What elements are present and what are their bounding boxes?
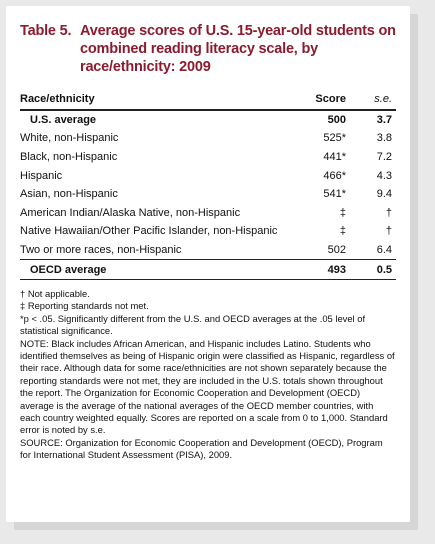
data-table: Race/ethnicity Score s.e. U.S. average 500 3…: [20, 90, 396, 280]
table-cell: 500: [327, 113, 346, 126]
table-cell: American Indian/Alaska Native, non-Hispa…: [20, 206, 241, 219]
table-cell: †: [385, 206, 392, 219]
table-row: Black, non-Hispanic 441* 7.2: [20, 148, 396, 167]
table-cell: †: [385, 225, 392, 238]
table-cell: Black, non-Hispanic: [20, 151, 118, 164]
table-cell: 502: [327, 244, 346, 257]
notes: † Not applicable. ‡ Reporting standards n…: [20, 288, 396, 462]
table-cell: 4.3: [376, 169, 392, 182]
note: SOURCE: Organization for Economic Cooper…: [20, 436, 383, 461]
table-cell: 3.7: [376, 113, 392, 126]
note: † Not applicable.: [20, 287, 90, 299]
table-cell: 525*: [323, 132, 346, 145]
table-row: Two or more races, non-Hispanic 502 6.4: [20, 241, 396, 260]
table-label: Table 5.: [20, 23, 72, 39]
table-cell: 3.8: [376, 132, 392, 145]
table-cell: 0.5: [358, 259, 396, 280]
table-panel: Table 5. Average scores of U.S. 15-year-…: [6, 6, 410, 522]
table-row: Asian, non-Hispanic 541* 9.4: [20, 185, 396, 204]
table-cell: Two or more races, non-Hispanic: [20, 244, 182, 257]
column-header: s.e.: [358, 90, 396, 111]
note: ‡ Reporting standards not met.: [20, 300, 149, 312]
table-title: Table 5. Average scores of U.S. 15-year-…: [20, 22, 396, 76]
table-cell: Asian, non-Hispanic: [20, 188, 118, 201]
table-cell: 7.2: [376, 151, 392, 164]
table-row: U.S. average 500 3.7: [20, 110, 396, 130]
table-row: Native Hawaiian/Other Pacific Islander, …: [20, 222, 396, 241]
table-cell: ‡: [339, 206, 346, 219]
note: *p < .05. Significantly different from t…: [20, 312, 366, 337]
table-row: White, non-Hispanic 525* 3.8: [20, 129, 396, 148]
table-cell: 466*: [323, 169, 346, 182]
column-header: Score: [292, 90, 358, 111]
table-cell: White, non-Hispanic: [20, 132, 119, 145]
note: NOTE: Black includes African American, a…: [20, 337, 395, 436]
table-row: OECD average 493 0.5: [20, 259, 396, 280]
table-cell: 9.4: [376, 188, 392, 201]
table-cell: 541*: [323, 188, 346, 201]
table-cell: U.S. average: [30, 113, 97, 126]
table-cell: 6.4: [376, 244, 392, 257]
table-cell: ‡: [339, 225, 346, 238]
table-cell: Hispanic: [20, 169, 63, 182]
table-row: Hispanic 466* 4.3: [20, 166, 396, 185]
table-row: American Indian/Alaska Native, non-Hispa…: [20, 204, 396, 223]
table-cell: Native Hawaiian/Other Pacific Islander, …: [20, 225, 278, 238]
column-header: Race/ethnicity: [20, 90, 292, 111]
title-text: Average scores of U.S. 15-year-old stude…: [80, 23, 396, 75]
header-row: Race/ethnicity Score s.e.: [20, 90, 396, 111]
table-cell: 441*: [323, 151, 346, 164]
table-cell: 493: [292, 259, 358, 280]
table-cell: OECD average: [20, 259, 292, 280]
